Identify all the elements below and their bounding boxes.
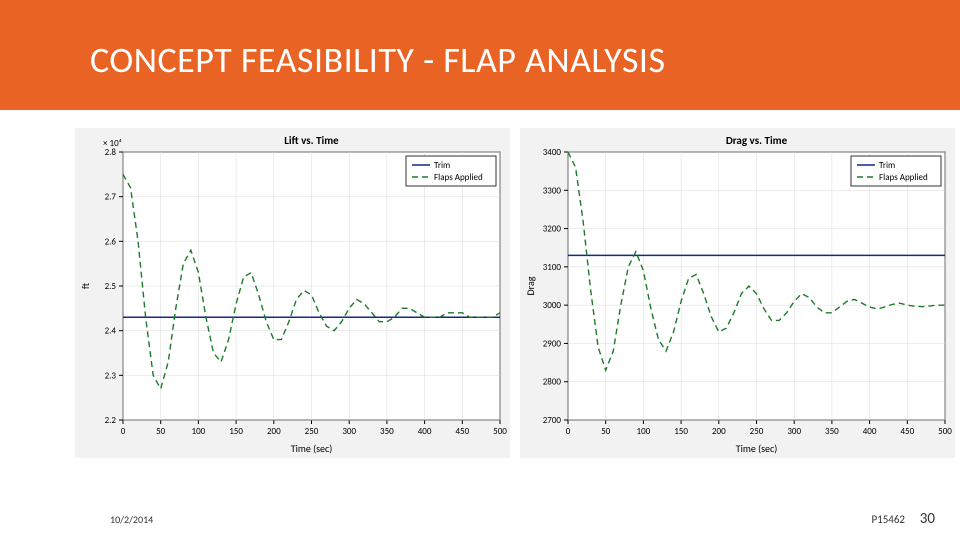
- svg-text:3200: 3200: [543, 224, 562, 235]
- svg-text:Drag vs. Time: Drag vs. Time: [726, 134, 788, 147]
- svg-text:100: 100: [637, 426, 651, 437]
- svg-text:350: 350: [825, 426, 839, 437]
- svg-text:450: 450: [455, 426, 469, 437]
- svg-text:3100: 3100: [543, 262, 562, 273]
- svg-text:2900: 2900: [543, 338, 562, 349]
- svg-text:Flaps Applied: Flaps Applied: [434, 172, 483, 183]
- svg-text:2.3: 2.3: [105, 370, 117, 381]
- drag-chart-svg: 0 50 100 150 200 250 300 350 400 450 500 2700 2800 29…: [520, 128, 955, 458]
- svg-text:250: 250: [750, 426, 764, 437]
- svg-text:Flaps Applied: Flaps Applied: [879, 172, 928, 183]
- svg-text:400: 400: [863, 426, 877, 437]
- svg-text:2700: 2700: [543, 415, 562, 426]
- svg-text:100: 100: [192, 426, 206, 437]
- svg-text:3400: 3400: [543, 147, 562, 158]
- svg-text:ft: ft: [79, 283, 92, 289]
- svg-text:450: 450: [900, 426, 914, 437]
- svg-text:50: 50: [156, 426, 166, 437]
- svg-text:Trim: Trim: [879, 160, 895, 171]
- svg-text:2.7: 2.7: [105, 192, 117, 203]
- slide: CONCEPT FEASIBILITY - FLAP ANALYSIS 0 50 1…: [0, 0, 960, 540]
- svg-text:Drag: Drag: [524, 276, 537, 295]
- footer-page-number: 30: [920, 510, 935, 528]
- svg-text:200: 200: [712, 426, 726, 437]
- svg-text:400: 400: [418, 426, 432, 437]
- svg-text:2.2: 2.2: [105, 415, 117, 426]
- svg-text:0: 0: [566, 426, 571, 437]
- footer-date: 10/2/2014: [110, 513, 153, 526]
- svg-text:150: 150: [674, 426, 688, 437]
- svg-text:3300: 3300: [543, 185, 562, 196]
- svg-text:150: 150: [229, 426, 243, 437]
- footer-project: P15462: [871, 513, 905, 526]
- svg-text:200: 200: [267, 426, 281, 437]
- svg-text:500: 500: [493, 426, 507, 437]
- svg-text:2.6: 2.6: [105, 236, 117, 247]
- svg-text:Time (sec): Time (sec): [736, 442, 778, 455]
- svg-text:3000: 3000: [543, 300, 562, 311]
- svg-text:2800: 2800: [543, 377, 562, 388]
- svg-text:0: 0: [121, 426, 126, 437]
- svg-text:350: 350: [380, 426, 394, 437]
- svg-text:250: 250: [305, 426, 319, 437]
- svg-text:Time (sec): Time (sec): [291, 442, 333, 455]
- svg-text:300: 300: [342, 426, 356, 437]
- lift-chart: 0 50 100 150 200 250 300 350 400 450 500 2.2 2.3 2.4 2…: [75, 128, 510, 458]
- svg-text:× 10⁴: × 10⁴: [103, 138, 122, 149]
- charts-row: 0501001502002503003504004505002.22.32.42…: [75, 128, 955, 458]
- svg-text:Trim: Trim: [434, 160, 450, 171]
- svg-text:50: 50: [601, 426, 611, 437]
- svg-text:2.5: 2.5: [105, 281, 117, 292]
- lift-chart-svg: 0 50 100 150 200 250 300 350 400 450 500 2.2 2.3 2.4 2…: [75, 128, 510, 458]
- slide-footer: 10/2/2014 P15462 30: [0, 506, 960, 526]
- svg-text:500: 500: [938, 426, 952, 437]
- drag-chart: 0 50 100 150 200 250 300 350 400 450 500 2700 2800 29…: [520, 128, 955, 458]
- svg-text:2.4: 2.4: [105, 326, 117, 337]
- svg-text:300: 300: [787, 426, 801, 437]
- svg-text:Lift vs. Time: Lift vs. Time: [284, 134, 339, 147]
- slide-title: CONCEPT FEASIBILITY - FLAP ANALYSIS: [90, 38, 666, 82]
